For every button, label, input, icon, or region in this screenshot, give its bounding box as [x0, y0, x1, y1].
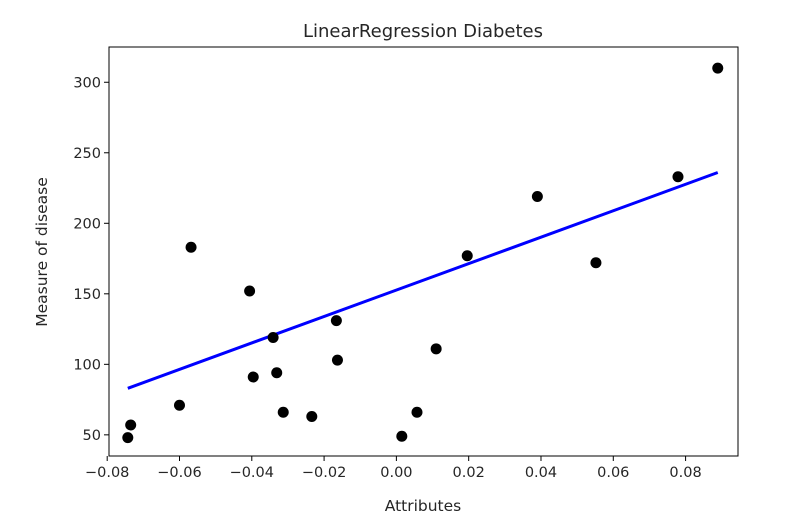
- data-point: [122, 432, 134, 444]
- data-point: [590, 257, 602, 269]
- data-point: [430, 343, 442, 355]
- chart-title: LinearRegression Diabetes: [303, 21, 543, 42]
- data-point: [330, 315, 342, 327]
- data-point: [411, 406, 423, 418]
- data-point: [173, 399, 185, 411]
- data-point: [247, 371, 259, 383]
- y-axis-label: Measure of disease: [33, 177, 51, 327]
- x-axis-label: Attributes: [385, 497, 462, 515]
- data-point: [267, 332, 279, 344]
- data-point: [125, 419, 137, 431]
- y-tick-label: 250: [73, 146, 101, 162]
- data-point: [185, 241, 197, 253]
- x-tick-label: 0.06: [597, 465, 629, 481]
- x-tick-label: 0.08: [669, 465, 701, 481]
- data-point: [461, 250, 473, 262]
- data-point: [396, 430, 408, 442]
- y-tick-label: 50: [83, 428, 101, 444]
- data-point: [277, 406, 289, 418]
- axes-frame: [108, 46, 739, 457]
- data-point: [306, 411, 318, 423]
- y-axis: 50 100 150 200 250 300: [73, 75, 109, 444]
- data-point: [672, 171, 684, 183]
- x-tick-label: 0.02: [453, 465, 485, 481]
- x-tick-label: −0.02: [302, 465, 346, 481]
- y-tick-label: 200: [73, 216, 101, 232]
- plot-area: [122, 62, 724, 444]
- x-axis: −0.08 −0.06 −0.04 −0.02 0.00 0.02 0.04 0.06 0.08: [85, 456, 702, 481]
- data-point: [531, 190, 543, 202]
- y-tick-label: 150: [73, 287, 101, 303]
- x-tick-label: −0.08: [85, 465, 129, 481]
- y-tick-label: 300: [73, 75, 101, 91]
- x-tick-label: 0.00: [380, 465, 412, 481]
- y-tick-label: 100: [73, 357, 101, 373]
- x-tick-label: −0.06: [157, 465, 201, 481]
- x-tick-label: 0.04: [525, 465, 557, 481]
- data-point: [331, 354, 343, 366]
- x-tick-label: −0.04: [230, 465, 274, 481]
- regression-line: [127, 171, 719, 390]
- data-point: [712, 62, 724, 74]
- data-point: [271, 367, 283, 379]
- data-point: [244, 285, 256, 297]
